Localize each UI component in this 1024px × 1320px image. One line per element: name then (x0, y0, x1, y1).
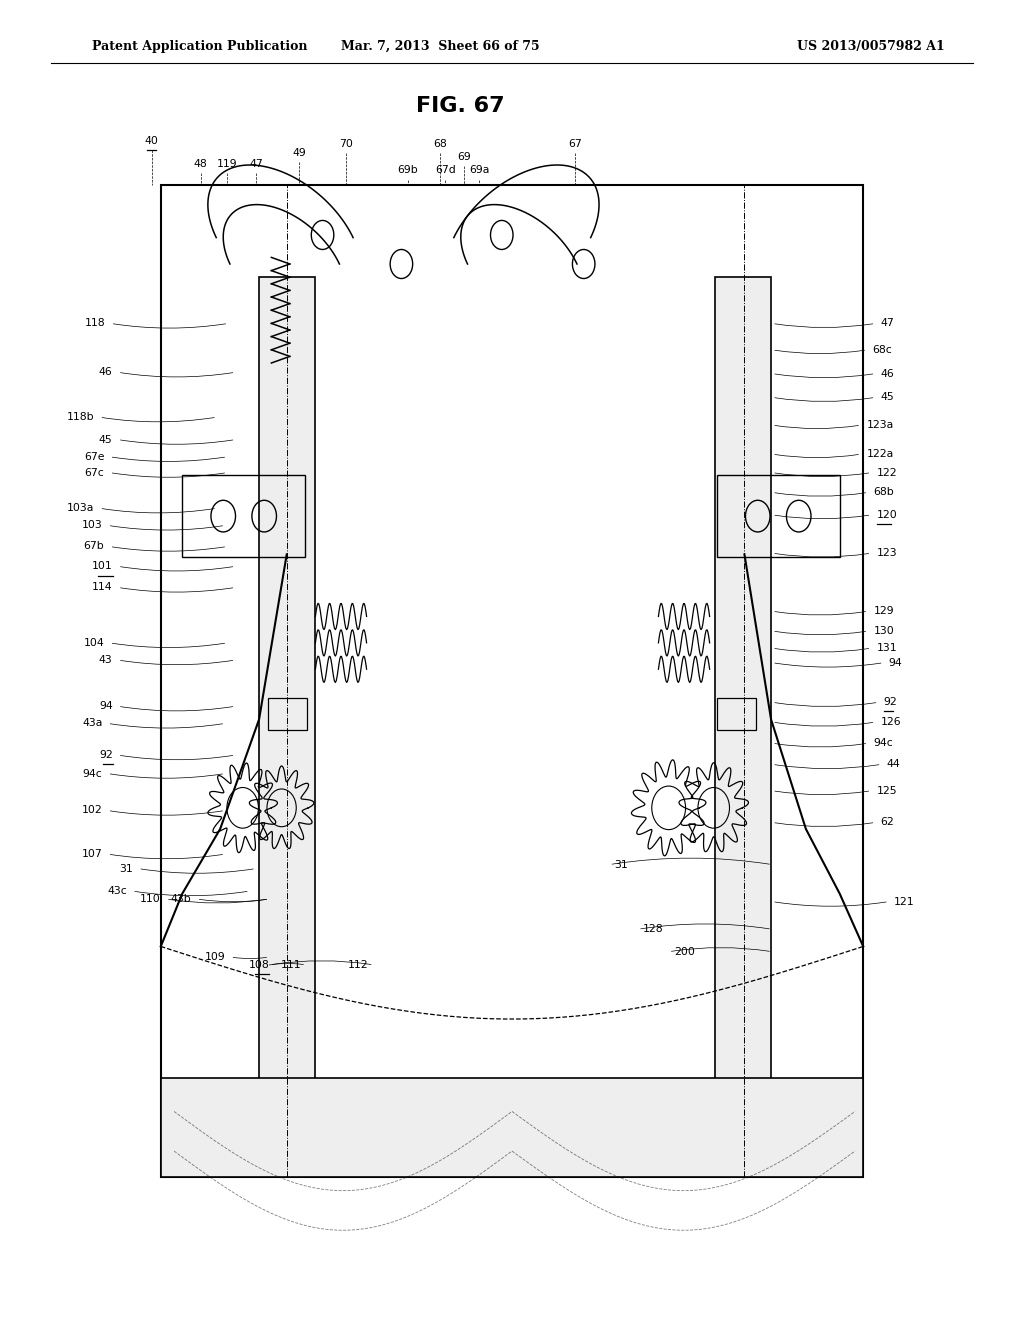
Text: 43: 43 (99, 655, 113, 665)
Text: Mar. 7, 2013  Sheet 66 of 75: Mar. 7, 2013 Sheet 66 of 75 (341, 40, 540, 53)
Text: 44: 44 (887, 759, 900, 770)
Text: 46: 46 (881, 368, 894, 379)
Text: 111: 111 (281, 960, 301, 970)
Text: 107: 107 (82, 849, 102, 859)
Text: 62: 62 (881, 817, 894, 828)
Text: 43c: 43c (108, 886, 127, 896)
Text: 114: 114 (92, 582, 113, 593)
Text: 108: 108 (249, 960, 269, 970)
Text: 118b: 118b (67, 412, 94, 422)
Text: 69a: 69a (469, 165, 489, 176)
Text: 126: 126 (881, 717, 901, 727)
Text: 104: 104 (84, 638, 104, 648)
Text: 70: 70 (339, 139, 353, 149)
Text: 67e: 67e (84, 451, 104, 462)
Text: 43b: 43b (171, 894, 191, 904)
Text: 94c: 94c (873, 738, 893, 748)
Text: Patent Application Publication: Patent Application Publication (92, 40, 307, 53)
Text: 69: 69 (457, 152, 471, 162)
Text: 120: 120 (877, 510, 897, 520)
Bar (161, 185, 863, 1177)
Text: 43a: 43a (82, 718, 102, 729)
Text: 118: 118 (85, 318, 105, 329)
Text: 129: 129 (873, 606, 894, 616)
Text: 119: 119 (217, 158, 238, 169)
Text: 47: 47 (881, 318, 894, 329)
Text: 94: 94 (99, 701, 113, 711)
Bar (259, 277, 315, 1089)
Text: 123a: 123a (866, 420, 894, 430)
Text: 69b: 69b (397, 165, 418, 176)
Text: 130: 130 (873, 626, 894, 636)
Text: 103: 103 (82, 520, 102, 531)
Text: 103a: 103a (67, 503, 94, 513)
Text: 68: 68 (433, 139, 447, 149)
Text: 109: 109 (205, 952, 225, 962)
Bar (161, 1078, 863, 1177)
Text: 31: 31 (120, 863, 133, 874)
Text: 122a: 122a (866, 449, 894, 459)
Text: 200: 200 (674, 946, 694, 957)
Text: 48: 48 (194, 158, 208, 169)
Text: 94c: 94c (83, 768, 102, 779)
Text: 101: 101 (92, 561, 113, 572)
Text: 92: 92 (884, 697, 897, 708)
Bar (268, 698, 307, 730)
Text: 31: 31 (614, 859, 628, 870)
Text: 47: 47 (249, 158, 263, 169)
Text: 68b: 68b (873, 487, 894, 498)
Text: 67: 67 (568, 139, 583, 149)
Text: 94: 94 (889, 657, 902, 668)
Text: FIG. 67: FIG. 67 (417, 95, 505, 116)
Text: 45: 45 (881, 392, 894, 403)
Text: 67c: 67c (85, 467, 104, 478)
Text: 102: 102 (82, 805, 102, 816)
Text: 125: 125 (877, 785, 897, 796)
Text: 68c: 68c (872, 345, 892, 355)
Text: 40: 40 (144, 136, 159, 147)
Text: 92: 92 (99, 750, 113, 760)
Text: 123: 123 (877, 548, 897, 558)
Text: 46: 46 (99, 367, 113, 378)
Text: 49: 49 (292, 148, 306, 158)
Bar (182, 475, 305, 557)
Text: 128: 128 (643, 924, 664, 935)
Bar (715, 277, 771, 1089)
Bar (717, 698, 756, 730)
Text: 112: 112 (348, 960, 369, 970)
Text: 131: 131 (877, 643, 897, 653)
Text: 67d: 67d (435, 165, 456, 176)
Text: 122: 122 (877, 467, 897, 478)
Text: 45: 45 (99, 434, 113, 445)
Text: US 2013/0057982 A1: US 2013/0057982 A1 (797, 40, 944, 53)
Bar (717, 475, 840, 557)
Text: 121: 121 (894, 896, 914, 907)
Text: 110: 110 (140, 894, 161, 904)
Text: 67b: 67b (84, 541, 104, 552)
